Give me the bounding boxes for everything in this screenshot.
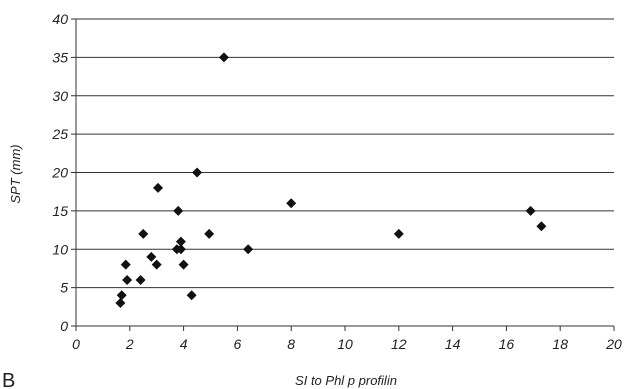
data-point-marker	[153, 182, 164, 193]
y-tick-label: 10	[52, 241, 68, 257]
gridlines	[76, 18, 614, 289]
x-tick-label: 12	[391, 336, 407, 352]
data-point-marker	[178, 259, 189, 270]
axes	[71, 18, 615, 331]
data-point-marker	[138, 228, 149, 239]
data-point-marker	[173, 205, 184, 216]
y-tick-label: 0	[60, 318, 68, 334]
y-tick-label: 40	[52, 11, 68, 27]
x-tick-label: 16	[499, 336, 515, 352]
data-point-marker	[186, 290, 197, 301]
x-tick-labels: 0 2 4 6 8 10 12 14 16 18 20	[72, 336, 622, 352]
panel-label: B	[2, 370, 15, 389]
data-point-marker	[116, 290, 127, 301]
data-point-marker	[151, 259, 162, 270]
data-point-marker	[120, 259, 131, 270]
data-point-marker	[204, 228, 215, 239]
x-tick-label: 10	[337, 336, 353, 352]
data-point-marker	[146, 251, 157, 262]
x-tick-label: 0	[72, 336, 80, 352]
data-point-marker	[175, 244, 186, 255]
y-tick-label: 15	[52, 203, 68, 219]
y-tick-label: 5	[60, 280, 68, 296]
x-tick-label: 4	[180, 336, 188, 352]
x-tick-label: 2	[125, 336, 134, 352]
data-point-marker	[536, 221, 547, 232]
y-tick-label: 30	[52, 88, 68, 104]
x-axis-label: SI to Phl p profilin	[295, 373, 397, 388]
x-tick-label: 6	[234, 336, 242, 352]
data-point-marker	[243, 244, 254, 255]
x-tick-label: 8	[287, 336, 295, 352]
x-tick-label: 18	[552, 336, 568, 352]
data-point-marker	[286, 198, 297, 209]
y-tick-label: 20	[51, 165, 68, 181]
data-point-marker	[192, 167, 203, 178]
data-point-marker	[218, 52, 229, 63]
y-tick-labels: 0 5 10 15 20 25 30 35 40	[51, 11, 68, 334]
data-point-marker	[175, 236, 186, 247]
y-axis-label: SPT (mm)	[8, 144, 23, 203]
data-point-marker	[135, 274, 146, 285]
x-tick-label: 20	[605, 336, 622, 352]
x-tick-label: 14	[445, 336, 461, 352]
data-point-marker	[115, 297, 126, 308]
data-point-marker	[122, 274, 133, 285]
data-points	[115, 52, 547, 308]
y-tick-label: 35	[52, 49, 68, 65]
y-tick-label: 25	[51, 126, 68, 142]
data-point-marker	[393, 228, 404, 239]
data-point-marker	[525, 205, 536, 216]
